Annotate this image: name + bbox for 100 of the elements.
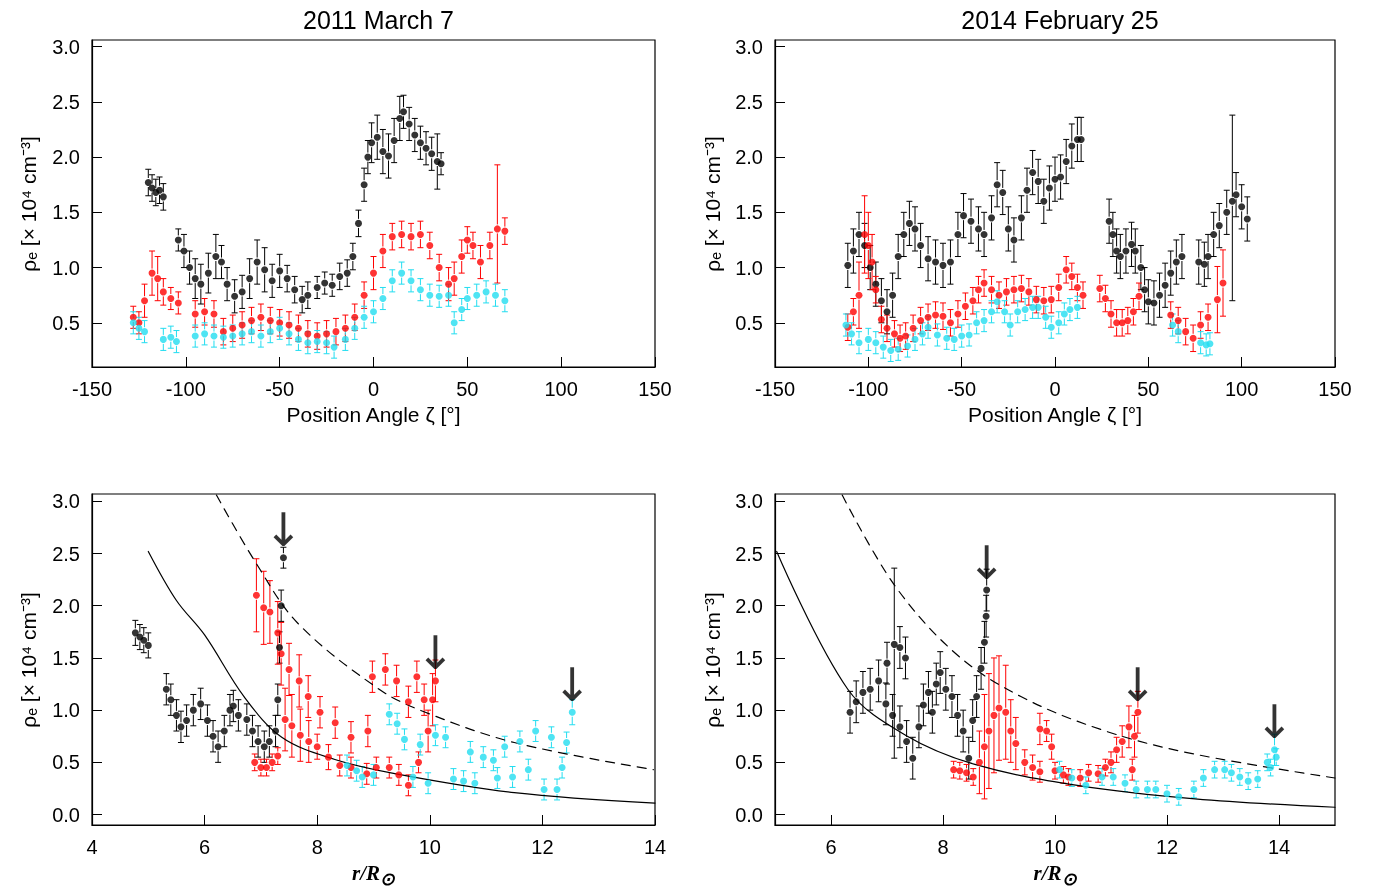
point: [288, 722, 296, 730]
point: [1014, 308, 1022, 316]
y-tick-label: 1.5: [52, 201, 80, 224]
point: [1163, 790, 1171, 798]
point: [558, 764, 566, 772]
point: [416, 741, 424, 749]
y-tick-label: 2.0: [52, 146, 80, 169]
point: [1143, 786, 1151, 793]
point: [1152, 786, 1160, 793]
point: [257, 313, 265, 321]
point: [398, 269, 406, 277]
point: [313, 338, 321, 346]
point: [872, 286, 880, 294]
x-tick-label: 4: [86, 836, 98, 858]
point: [901, 654, 909, 662]
point: [331, 719, 339, 727]
point: [524, 766, 532, 774]
point: [1263, 758, 1271, 766]
point: [1036, 725, 1044, 733]
y-tick-label: 3.0: [735, 490, 763, 513]
point: [1036, 768, 1044, 776]
y-tick-label: 1.0: [52, 256, 80, 279]
point: [933, 331, 941, 339]
point: [896, 723, 904, 731]
point: [442, 733, 450, 741]
point: [231, 292, 239, 300]
point: [460, 777, 468, 785]
point: [882, 700, 890, 708]
point: [404, 698, 412, 706]
point: [980, 317, 988, 325]
point: [1025, 288, 1033, 296]
point: [563, 739, 571, 747]
point: [988, 286, 996, 294]
point: [473, 291, 481, 299]
annotation: ↓: [1255, 695, 1294, 750]
x-tick-label: 6: [199, 836, 211, 858]
point: [191, 275, 199, 283]
point: [1012, 740, 1020, 748]
point: [370, 308, 377, 316]
y-tick-label: 2.0: [52, 594, 80, 617]
point: [261, 266, 269, 274]
point: [1221, 766, 1229, 774]
point: [975, 758, 983, 766]
point: [864, 335, 872, 343]
y-tick-label: 3.0: [52, 490, 80, 513]
point: [268, 277, 276, 285]
point: [360, 181, 368, 189]
point: [411, 131, 419, 139]
point: [1021, 758, 1029, 766]
point: [1175, 793, 1183, 801]
y-tick-label: 0.0: [52, 803, 80, 826]
point: [360, 291, 368, 299]
point: [395, 771, 403, 779]
point: [197, 700, 205, 708]
point: [449, 775, 457, 783]
point: [197, 280, 205, 288]
point: [388, 233, 396, 241]
y-tick-label: 0.5: [52, 311, 80, 334]
point: [167, 295, 175, 302]
point: [1113, 746, 1121, 754]
point: [305, 737, 313, 745]
point: [476, 258, 484, 266]
y-tick-label: 1.0: [52, 699, 80, 722]
y-tick-label: 1.5: [52, 646, 80, 669]
point: [437, 160, 445, 168]
point: [849, 308, 857, 316]
point: [343, 269, 351, 277]
point: [291, 286, 299, 294]
y-tick-label: 0.5: [735, 751, 763, 774]
point: [458, 253, 466, 261]
y-tick-label: 1.5: [735, 201, 763, 224]
point: [246, 275, 254, 283]
x-tick-label: 150: [638, 378, 672, 400]
point: [932, 311, 940, 319]
point: [431, 677, 439, 685]
point: [1068, 272, 1076, 280]
point: [1062, 266, 1070, 274]
point: [201, 330, 209, 338]
point: [349, 253, 357, 261]
point: [140, 636, 148, 644]
point: [1055, 283, 1063, 291]
point: [846, 708, 854, 716]
point: [1118, 319, 1126, 327]
point: [201, 308, 209, 316]
point: [1007, 727, 1015, 735]
point: [471, 779, 479, 787]
point: [509, 773, 517, 781]
y-tick-label: 2.0: [735, 594, 763, 617]
point: [388, 277, 396, 285]
x-tick-label: 50: [1137, 378, 1160, 400]
point: [1068, 774, 1076, 782]
point: [1048, 743, 1056, 751]
chart-title: 2014 February 25: [961, 5, 1159, 34]
point: [919, 701, 927, 709]
point: [398, 230, 406, 238]
point: [1213, 296, 1221, 304]
point: [265, 737, 273, 745]
y-axis-title: ρₑ [× 10⁴ cm⁻³]: [16, 135, 41, 272]
point: [903, 737, 911, 745]
x-tick-label: 100: [1224, 378, 1259, 400]
